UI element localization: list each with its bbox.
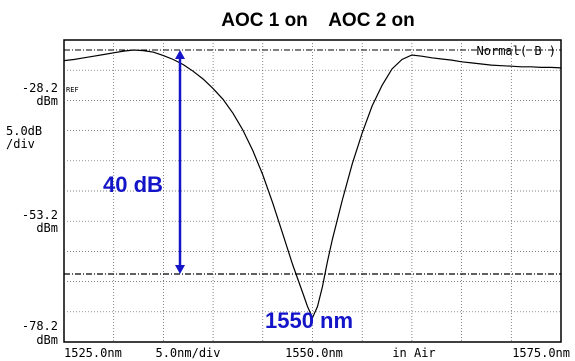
y-mid-value: -53.2: [22, 208, 58, 222]
x-label-scale: 5.0nm/div: [155, 346, 220, 360]
y-top-unit: dBm: [36, 94, 58, 108]
grid: [64, 40, 561, 342]
extinction-arrow: [175, 50, 185, 274]
y-bottom-unit: dBm: [36, 333, 58, 347]
y-scale-value: 5.0dB: [6, 124, 42, 138]
x-label-end: 1575.0nm: [512, 346, 570, 360]
y-mid-unit: dBm: [36, 221, 58, 235]
wavelength-annotation: 1550 nm: [265, 308, 353, 333]
x-label-medium: in Air: [392, 346, 435, 360]
x-label-start: 1525.0nm: [64, 346, 122, 360]
arrow-head-bottom: [175, 265, 185, 274]
y-bottom-value: -78.2: [22, 319, 58, 333]
y-scale-unit: /div: [6, 137, 35, 151]
x-label-center: 1550.0nm: [285, 346, 343, 360]
reference-lines: [64, 49, 561, 275]
ref-marker: REF: [66, 86, 79, 94]
mode-label: Normal( B ): [477, 44, 556, 58]
chart-title: AOC 1 on AOC 2 on: [221, 10, 415, 31]
spectrum-trace: [63, 49, 562, 320]
extinction-annotation: 40 dB: [103, 172, 163, 197]
y-top-value: -28.2: [22, 81, 58, 95]
arrow-head-top: [175, 50, 185, 59]
